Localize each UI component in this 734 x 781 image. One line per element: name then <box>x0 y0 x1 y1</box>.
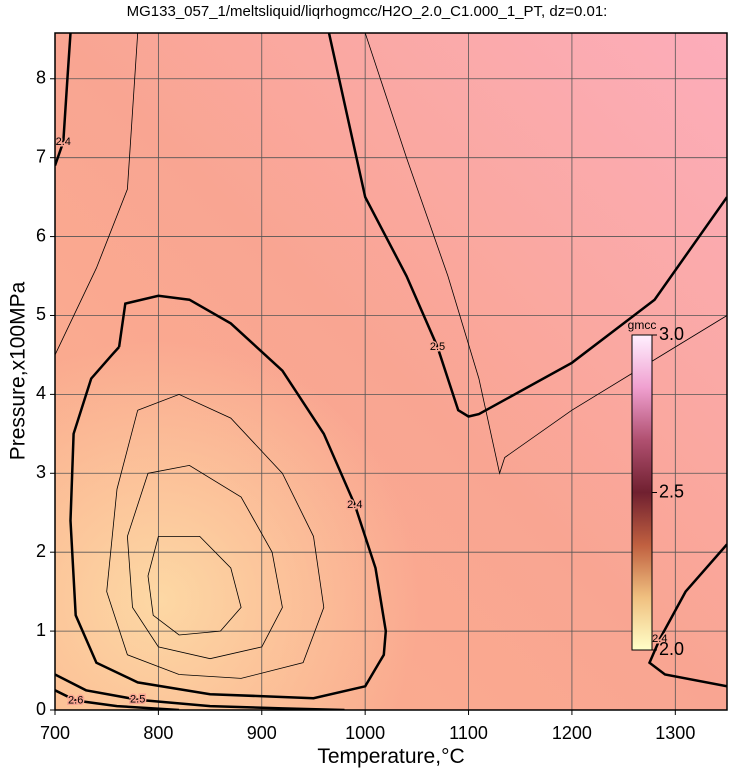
x-tick-label: 700 <box>40 723 70 743</box>
x-tick-label: 800 <box>143 723 173 743</box>
y-tick-label: 5 <box>36 304 46 324</box>
contour-line <box>364 33 727 475</box>
x-tick-label: 1100 <box>449 723 488 743</box>
plot-glow <box>55 33 727 710</box>
chart-title: MG133_057_1/meltsliquid/liqrhogmcc/H2O_2… <box>127 3 608 20</box>
y-axis-label: Pressure,x100MPa <box>7 281 30 460</box>
y-tick-label: 3 <box>36 462 46 482</box>
colorbar-tick-label: 3.0 <box>659 324 684 344</box>
y-tick-label: 4 <box>36 383 46 403</box>
contour-line <box>147 536 242 636</box>
contour-line <box>55 689 180 710</box>
contour-line <box>69 294 388 700</box>
contour-line <box>647 543 727 688</box>
grid <box>55 33 727 710</box>
contours: 2.4 2.5 2.4 2.4 2.5 2.6 <box>55 33 727 710</box>
contour-label: 2.5 <box>430 341 445 353</box>
contour-line <box>106 393 325 679</box>
x-tick-label: 1000 <box>345 723 385 743</box>
colorbar-fill <box>631 334 653 651</box>
y-tick-label: 0 <box>36 699 46 719</box>
colorbar-label: gmcc <box>628 318 657 332</box>
colorbar-tick-label: 2.0 <box>659 639 684 659</box>
y-tick-label: 6 <box>36 225 46 245</box>
contour-line <box>126 464 283 660</box>
y-tick-label: 1 <box>36 620 46 640</box>
contour-label: 2.4 <box>652 633 667 645</box>
x-tick-label: 1300 <box>655 723 695 743</box>
contour-line <box>327 33 727 418</box>
x-tick-label: 900 <box>247 723 277 743</box>
contour-label: 2.6 <box>68 694 83 706</box>
y-tick-label: 8 <box>36 68 46 88</box>
contour-line <box>55 673 345 710</box>
x-tick-label: 1200 <box>552 723 592 743</box>
contour-label: 2.4 <box>347 499 362 511</box>
contour-label: 2.4 <box>56 136 71 148</box>
y-tick-label: 7 <box>36 146 46 166</box>
plot-frame <box>54 32 728 711</box>
contour-label: 2.5 <box>130 694 145 706</box>
colorbar-tick-label: 2.5 <box>659 481 684 501</box>
contour-line <box>55 33 72 167</box>
y-tick-label: 2 <box>36 541 46 561</box>
x-axis-label: Temperature,°C <box>317 745 464 768</box>
contour-line <box>55 33 139 356</box>
